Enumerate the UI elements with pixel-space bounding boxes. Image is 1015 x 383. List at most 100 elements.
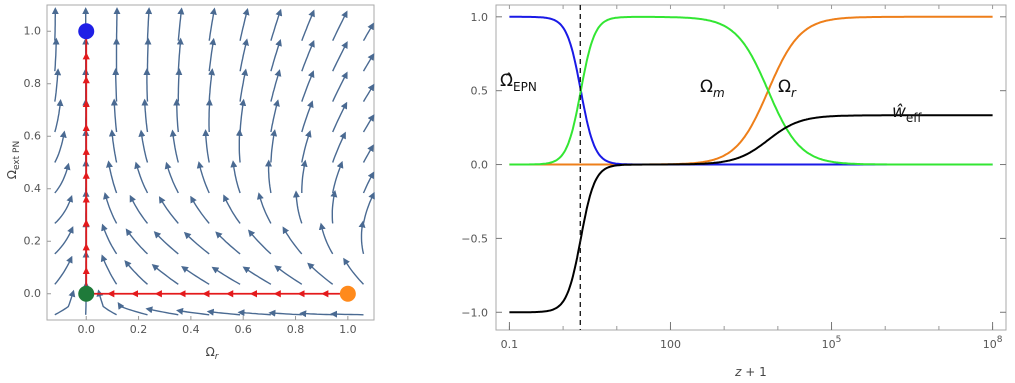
- x-axis-label: Ωr: [206, 345, 220, 362]
- streamline: [274, 265, 303, 285]
- streamline: [54, 226, 74, 255]
- fixed-point-1: [78, 285, 95, 302]
- series-label: Ωm: [700, 77, 725, 100]
- y-tick-label: 1.0: [471, 11, 489, 24]
- streamline: [362, 171, 375, 194]
- streamline: [158, 196, 179, 224]
- streamline: [100, 254, 118, 285]
- y-tick-label: −0.5: [461, 232, 488, 245]
- stream-plot-panel: 0.0 0.2 0.4 0.6 0.8 1.0 0.0 0.2 0.4 0.6 0.8 1.0 Ωr…: [5, 4, 375, 362]
- streamline: [134, 161, 149, 194]
- series-line: [509, 15, 993, 166]
- streamline: [54, 289, 76, 316]
- streamline: [183, 231, 210, 255]
- streamline: [124, 260, 148, 285]
- streamline: [173, 98, 181, 133]
- x-axis-label: z + 1: [734, 365, 767, 379]
- streamline: [247, 229, 272, 255]
- fixed-point-2: [339, 285, 356, 302]
- streamline: [129, 194, 149, 224]
- streamline: [256, 192, 272, 224]
- streamline: [145, 306, 179, 316]
- x-tick-label: 108: [983, 335, 1003, 351]
- streamline: [301, 39, 315, 72]
- streamline: [190, 195, 210, 224]
- stream-plot-frame: [46, 4, 375, 321]
- streamline: [125, 228, 148, 255]
- streamline: [332, 131, 346, 163]
- streamline: [205, 98, 213, 133]
- streamline: [176, 37, 184, 72]
- streamline: [106, 160, 118, 194]
- y-tick-label: 0.0: [471, 159, 489, 172]
- streamline: [270, 129, 278, 163]
- streamline: [362, 191, 375, 224]
- y-tick-label: −1.0: [461, 306, 488, 319]
- fixed-point-0: [78, 23, 95, 40]
- streamline: [239, 38, 249, 72]
- fixed-points: [78, 23, 356, 302]
- streamline: [138, 129, 149, 163]
- line-plot-frame: [495, 4, 1007, 331]
- streamline: [215, 231, 241, 255]
- streamline: [270, 99, 280, 133]
- streamline: [237, 309, 271, 317]
- streamline: [301, 130, 312, 163]
- x-tick-label: 0.6: [234, 323, 252, 336]
- trajectories: [82, 28, 348, 298]
- streamline: [330, 190, 338, 224]
- streamline: [176, 307, 210, 316]
- streamline: [101, 223, 118, 255]
- streamline: [362, 144, 374, 163]
- streamline: [270, 39, 282, 72]
- streamline: [242, 266, 272, 285]
- streamline: [332, 101, 348, 133]
- streamline: [362, 83, 375, 102]
- streamline: [318, 222, 334, 255]
- streamline: [239, 68, 249, 102]
- y-tick-label: 0.4: [24, 182, 42, 195]
- streamline: [144, 37, 152, 72]
- series-labels: Ω̂EPN Ωm Ωr ŵeff: [500, 71, 922, 125]
- streamline: [301, 9, 315, 41]
- streamline: [270, 69, 282, 102]
- x-tick-label: 1.0: [339, 323, 357, 336]
- streamline: [223, 194, 241, 224]
- streamline: [112, 68, 120, 102]
- streamline: [307, 262, 334, 285]
- streamline: [282, 226, 303, 255]
- streamline: [175, 68, 183, 102]
- series-label: Ω̂EPN: [500, 71, 537, 94]
- x-tick-label: 0.4: [182, 323, 200, 336]
- streamline: [164, 161, 179, 194]
- streamline: [151, 263, 179, 285]
- y-axis-ticks: 0.0 0.2 0.4 0.6 0.8 1.0: [24, 24, 51, 300]
- series-line: [509, 15, 993, 166]
- streamline: [169, 129, 179, 163]
- y-tick-label: 0.2: [24, 234, 42, 247]
- streamline: [292, 190, 303, 224]
- streamline: [268, 309, 302, 317]
- y-tick-label: 1.0: [24, 24, 42, 37]
- series-lines: [509, 15, 993, 314]
- streamline: [54, 162, 71, 194]
- streamline: [208, 37, 217, 72]
- streamline: [270, 8, 283, 41]
- streamline: [103, 192, 118, 224]
- streamline: [300, 159, 308, 193]
- streamline: [181, 266, 210, 285]
- y-axis-label: Ωext PN: [5, 141, 22, 179]
- streamline: [362, 22, 374, 42]
- streamline: [332, 160, 344, 194]
- streamline: [54, 195, 73, 224]
- streamline: [54, 68, 62, 102]
- y-tick-label: 0.6: [24, 129, 42, 142]
- streamline: [362, 114, 375, 133]
- y-tick-label: 0.5: [471, 85, 489, 98]
- y-axis-ticks: −1.0 −0.5 0.0 0.5 1.0: [461, 11, 1006, 319]
- x-tick-label: 0.1: [501, 338, 519, 351]
- streamline: [299, 310, 333, 318]
- streamline: [332, 10, 348, 41]
- x-tick-label: 105: [822, 335, 842, 351]
